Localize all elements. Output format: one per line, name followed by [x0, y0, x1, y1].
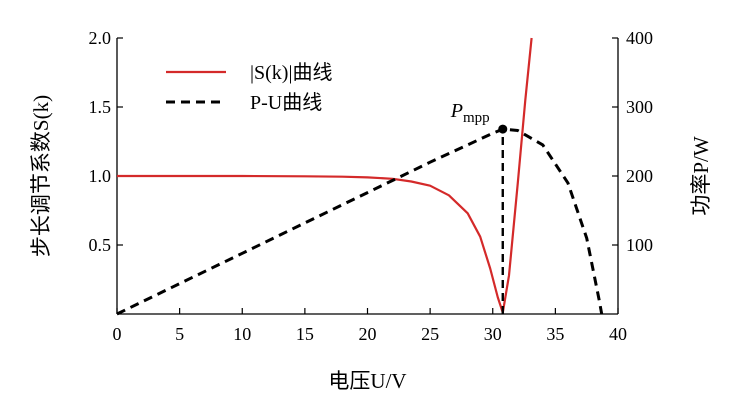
right-y-tick-label: 300: [626, 97, 653, 117]
legend-label-pu: P-U曲线: [250, 91, 322, 114]
x-tick-label: 0: [113, 324, 122, 344]
right-y-tick-label: 400: [626, 28, 653, 48]
x-tick-label: 25: [421, 324, 439, 344]
x-tick-label: 15: [296, 324, 314, 344]
mpp-label-subscript: mpp: [463, 110, 490, 126]
right-y-tick-label: 200: [626, 166, 653, 186]
left-y-tick-label: 1.0: [89, 166, 112, 186]
right-y-tick-label: 100: [626, 235, 653, 255]
mpp-marker-dot: [498, 124, 508, 134]
x-tick-label: 10: [233, 324, 251, 344]
left-y-axis-title: 步长调节系数S(k): [29, 95, 53, 257]
left-y-tick-label: 2.0: [89, 28, 112, 48]
x-tick-label: 30: [484, 324, 502, 344]
sk-curve-line: [117, 37, 533, 314]
legend: |S(k)|曲线 P-U曲线: [166, 61, 332, 114]
x-tick-label: 5: [175, 324, 184, 344]
left-y-tick-label: 1.5: [89, 97, 112, 117]
pu-curve-line: [116, 127, 604, 316]
x-tick-label: 40: [609, 324, 627, 344]
axis-labels-layer: 0 5 10 15 20 25 30 35 40 0.5 1.0 1.5 2.0 100 200 300 400…: [29, 28, 713, 393]
legend-label-sk: |S(k)|曲线: [250, 61, 332, 84]
right-y-axis-title: 功率P/W: [689, 136, 713, 216]
x-tick-label: 35: [546, 324, 564, 344]
mpp-label: Pmpp: [450, 100, 490, 126]
left-y-tick-label: 0.5: [89, 235, 112, 255]
x-tick-label: 20: [359, 324, 377, 344]
series-layer: [116, 37, 604, 316]
x-axis-title: 电压U/V: [328, 369, 406, 393]
